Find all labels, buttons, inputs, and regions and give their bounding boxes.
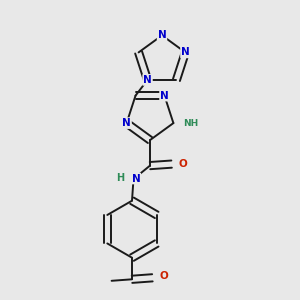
Text: N: N [131,173,140,184]
Text: O: O [178,159,187,169]
Text: N: N [122,118,131,128]
Text: H: H [116,172,124,183]
Text: O: O [159,271,168,281]
Text: N: N [181,47,190,57]
Text: NH: NH [183,118,198,127]
Text: N: N [158,30,166,40]
Text: N: N [160,91,169,100]
Text: N: N [143,75,152,85]
